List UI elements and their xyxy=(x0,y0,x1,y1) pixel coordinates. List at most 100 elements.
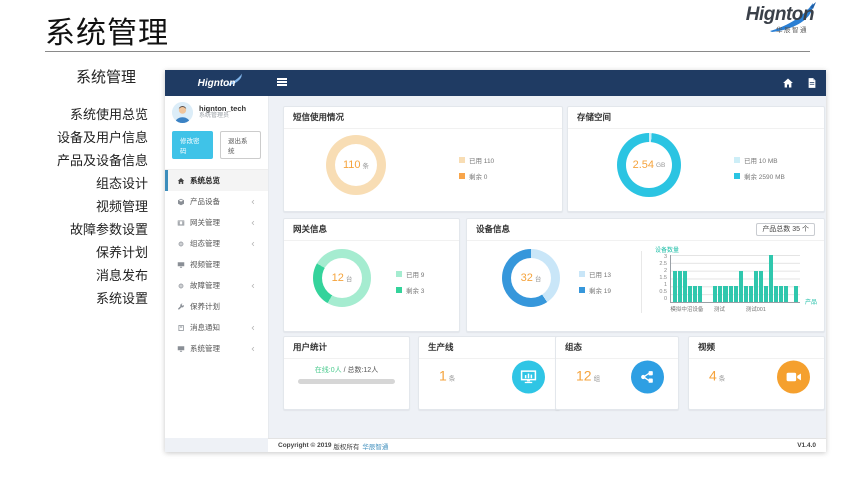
copyright-text: 版权所有 xyxy=(333,443,360,451)
copyright-year: Copyright © 2019 xyxy=(278,442,332,449)
outer-menu-heading: 系统管理 xyxy=(75,69,136,86)
product-total-badge[interactable]: 产品总数 35 个 xyxy=(756,222,815,237)
outer-menu-item-maintenance-plan[interactable]: 保养计划 xyxy=(95,245,148,260)
sidebar-item-video-mgmt[interactable]: 视频管理 xyxy=(165,254,268,275)
desktop-icon xyxy=(177,345,185,352)
outer-menu-item-device-user-info[interactable]: 设备及用户信息 xyxy=(56,130,148,145)
app-navbar: Hignton xyxy=(165,70,826,96)
sidebar-item-system-mgmt[interactable]: 系统管理 xyxy=(165,338,268,359)
chevron-left-icon xyxy=(251,325,255,330)
gateway-donut: 12 台 xyxy=(313,249,371,307)
bar-chart-x-ticks: 模拟中沼设备 测试 测试001 xyxy=(670,307,766,313)
chevron-left-icon xyxy=(251,199,255,204)
share-nodes-icon xyxy=(631,360,664,394)
sms-card-title: 短信使用情况 xyxy=(284,107,562,129)
storage-card: 存储空间 2.54 GB 已用 10 MB 剩余 2590 MB xyxy=(567,106,825,212)
outer-menu-item-overview[interactable]: 系统使用总览 xyxy=(69,107,148,122)
gateway-card: 网关信息 12 台 已用 9 剩余 3 xyxy=(283,218,460,332)
outer-menu-item-fault-params[interactable]: 故障参数设置 xyxy=(69,222,148,237)
user-role: 系统管理员 xyxy=(199,113,230,120)
user-stats-text: 在线:0人 / 总数:12人 xyxy=(314,367,379,374)
chevron-left-icon xyxy=(251,241,255,246)
outer-menu-item-message-publish[interactable]: 消息发布 xyxy=(95,268,148,283)
app-sidebar: hignton_tech 系统管理员 修改密码 退出系统 系统总览 产品设备 xyxy=(165,96,269,438)
chevron-left-icon xyxy=(251,283,255,288)
user-panel: hignton_tech 系统管理员 xyxy=(165,96,268,127)
sidebar-item-product-devices[interactable]: 产品设备 xyxy=(165,191,268,212)
desktop-icon xyxy=(177,261,185,268)
brand-subtitle: 华辰智通 xyxy=(776,27,808,34)
app-logo-text: Hignton xyxy=(197,77,236,89)
monitor-chart-icon xyxy=(512,360,545,394)
chevron-left-icon xyxy=(251,346,255,351)
sidebar-item-config-mgmt[interactable]: 组态管理 xyxy=(165,233,268,254)
home-icon xyxy=(177,177,185,184)
storage-donut: 2.54 GB xyxy=(617,133,681,197)
app-logo-swoosh-icon xyxy=(223,73,242,86)
sms-legend: 已用 110 剩余 0 xyxy=(459,155,494,187)
sms-usage-donut: 110 条 xyxy=(326,135,386,195)
header-divider xyxy=(45,51,810,52)
file-icon[interactable] xyxy=(806,77,818,89)
home-icon[interactable] xyxy=(782,77,794,89)
device-card-title: 设备信息 xyxy=(476,224,511,234)
sidebar-menu: 系统总览 产品设备 网关管理 组态管理 xyxy=(165,169,268,359)
outer-menu-item-product-device-info[interactable]: 产品及设备信息 xyxy=(56,153,148,168)
bar-chart-x-title: 产品 xyxy=(805,300,818,306)
card-divider xyxy=(641,251,642,313)
avatar xyxy=(172,102,193,123)
app-footer: Copyright © 2019 版权所有 华辰智通 V1.4.0 xyxy=(268,438,826,452)
gears-icon xyxy=(178,282,184,289)
outer-menu-item-system-settings[interactable]: 系统设置 xyxy=(95,291,148,306)
company-link[interactable]: 华辰智通 xyxy=(362,443,389,451)
sidebar-item-gateway-mgmt[interactable]: 网关管理 xyxy=(165,212,268,233)
brand-name: Hignton xyxy=(745,4,815,25)
logout-button[interactable]: 退出系统 xyxy=(220,131,261,159)
bar-chart-plot xyxy=(670,255,800,303)
brand-logo: Hignton 华辰智通 xyxy=(718,2,816,48)
sidebar-item-fault-mgmt[interactable]: 故障管理 xyxy=(165,275,268,296)
device-donut: 32 台 xyxy=(502,249,560,307)
film-icon xyxy=(177,220,185,225)
book-icon xyxy=(178,324,184,331)
username: hignton_tech xyxy=(199,104,247,114)
bar-chart-y-title: 设备数量 xyxy=(655,248,680,254)
outer-menu-item-config-design[interactable]: 组态设计 xyxy=(95,176,148,191)
admin-app-window: Hignton hignton_tech xyxy=(165,70,826,452)
config-title: 组态 xyxy=(556,337,678,359)
config-card: 组态 12 组 xyxy=(555,336,679,410)
sidebar-toggle-button[interactable] xyxy=(277,78,287,88)
video-camera-icon xyxy=(777,360,810,394)
wrench-icon xyxy=(178,303,184,310)
gateway-legend: 已用 9 剩余 3 xyxy=(396,269,424,301)
brand-swoosh-icon xyxy=(770,2,816,32)
page-title: 系统管理 xyxy=(45,17,169,50)
app-logo[interactable]: Hignton xyxy=(165,70,268,96)
gears-icon xyxy=(178,240,184,247)
user-online-progressbar xyxy=(298,379,395,384)
device-count-bar-chart: 设备数量 3 2.5 2 1.5 1 0.5 0 模拟中沼设备 测试 测试001 产品 xyxy=(649,245,821,319)
sidebar-item-system-overview[interactable]: 系统总览 xyxy=(165,170,268,191)
sidebar-item-message-notify[interactable]: 消息通知 xyxy=(165,317,268,338)
gateway-card-title: 网关信息 xyxy=(284,219,459,241)
user-stats-card: 用户统计 在线:0人 / 总数:12人 xyxy=(283,336,410,410)
video-title: 视频 xyxy=(689,337,824,359)
dashboard-content: 短信使用情况 110 条 已用 110 剩余 0 存储空间 2.54 GB xyxy=(268,96,826,438)
outer-menu: 系统管理 系统使用总览 设备及用户信息 产品及设备信息 组态设计 视频管理 故障… xyxy=(0,66,160,310)
user-stats-title: 用户统计 xyxy=(284,337,409,359)
storage-legend: 已用 10 MB 剩余 2590 MB xyxy=(734,155,785,187)
sms-usage-card: 短信使用情况 110 条 已用 110 剩余 0 xyxy=(283,106,563,212)
bar-chart-y-axis: 3 2.5 2 1.5 1 0.5 0 xyxy=(659,254,667,303)
version-label: V1.4.0 xyxy=(797,442,816,449)
device-card: 设备信息 产品总数 35 个 32 台 已用 13 剩余 19 设备数量 3 2.5… xyxy=(466,218,825,332)
storage-card-title: 存储空间 xyxy=(568,107,824,129)
sidebar-item-maintenance-plan[interactable]: 保养计划 xyxy=(165,296,268,317)
change-password-button[interactable]: 修改密码 xyxy=(172,131,213,159)
production-line-title: 生产线 xyxy=(419,337,559,359)
device-legend: 已用 13 剩余 19 xyxy=(579,269,611,301)
box-icon xyxy=(178,198,184,205)
outer-menu-item-video-mgmt[interactable]: 视频管理 xyxy=(95,199,148,214)
